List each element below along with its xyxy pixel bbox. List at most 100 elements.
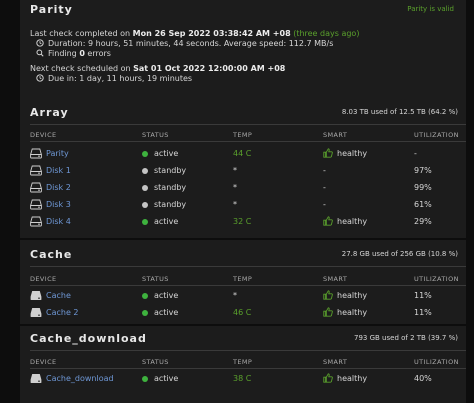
parity-title: Parity [30, 3, 73, 16]
cache-download-usage: 793 GB used of 2 TB (39.7 %) [354, 334, 458, 342]
col-status: STATUS [142, 275, 169, 283]
col-smart: SMART [323, 131, 348, 139]
table-row: Cache_download active 38 C healthy 40% [30, 370, 466, 387]
status-cell: active [142, 287, 178, 304]
status-cell: standby [142, 162, 186, 179]
thumbs-up-icon [323, 290, 333, 300]
smart-text: healthy [337, 291, 368, 300]
divider [30, 285, 466, 286]
last-check-ago: (three days ago) [293, 29, 360, 38]
device-link[interactable]: Cache [46, 291, 71, 300]
temp-cell: * [233, 183, 237, 192]
parity-status-text: Parity is valid [407, 5, 454, 13]
status-text: active [154, 217, 179, 226]
disk-icon [30, 148, 42, 159]
due-in-text: Due in: 1 day, 11 hours, 19 minutes [48, 74, 193, 83]
status-cell: standby [142, 179, 186, 196]
cache-panel: Cache 27.8 GB used of 256 GB (10.8 %) DE… [20, 240, 466, 324]
device-link[interactable]: Disk 2 [46, 183, 71, 192]
status-cell: active [142, 370, 178, 387]
last-check-date: Mon 26 Sep 2022 03:38:42 AM +08 [132, 29, 291, 38]
smart-text: healthy [337, 217, 368, 226]
device-link[interactable]: Cache 2 [46, 308, 79, 317]
smart-cell[interactable]: - [323, 196, 326, 213]
disk-icon [30, 182, 42, 193]
smart-cell[interactable]: - [323, 162, 326, 179]
status-dot-icon [142, 167, 148, 174]
col-status: STATUS [142, 358, 169, 366]
smart-text: healthy [337, 308, 368, 317]
table-row: Cache 2 active 46 C healthy 11% [30, 304, 466, 321]
cache-disk-icon [30, 307, 42, 318]
table-row: Disk 4 active 32 C healthy 29% [30, 213, 466, 230]
disk-icon [30, 199, 42, 210]
finding-line: Finding 0 errors [36, 49, 111, 58]
utilization-cell: 29% [414, 217, 432, 226]
status-text: active [154, 374, 179, 383]
disk-icon [30, 216, 42, 227]
utilization-cell: 97% [414, 166, 432, 175]
table-row: Cache active * healthy 11% [30, 287, 466, 304]
last-check-line: Last check completed on Mon 26 Sep 2022 … [30, 29, 360, 38]
status-text: standby [154, 183, 187, 192]
status-cell: active [142, 304, 178, 321]
col-smart: SMART [323, 275, 348, 283]
utilization-cell: 99% [414, 183, 432, 192]
status-cell: active [142, 213, 178, 230]
disk-icon [30, 165, 42, 176]
table-row: Parity active 44 C healthy - [30, 145, 466, 162]
utilization-cell: 11% [414, 291, 432, 300]
smart-cell[interactable]: healthy [323, 145, 367, 162]
col-utilization: UTILIZATION [414, 358, 459, 366]
status-dot-icon [142, 150, 148, 157]
status-cell: standby [142, 196, 186, 213]
table-row: Disk 3 standby * - 61% [30, 196, 466, 213]
device-link[interactable]: Cache_download [46, 374, 114, 383]
status-text: standby [154, 200, 187, 209]
smart-cell[interactable]: healthy [323, 287, 367, 304]
next-check-date: Sat 01 Oct 2022 12:00:00 AM +08 [133, 64, 286, 73]
device-link[interactable]: Parity [46, 149, 69, 158]
array-panel: Array 8.03 TB used of 12.5 TB (64.2 %) D… [20, 98, 466, 238]
divider [30, 141, 466, 142]
temp-cell: * [233, 291, 237, 300]
table-row: Disk 1 standby * - 97% [30, 162, 466, 179]
device-link[interactable]: Disk 1 [46, 166, 71, 175]
smart-cell[interactable]: - [323, 179, 326, 196]
smart-text: healthy [337, 374, 368, 383]
status-text: active [154, 291, 179, 300]
col-device: DEVICE [30, 131, 57, 139]
smart-text: - [323, 166, 326, 175]
smart-cell[interactable]: healthy [323, 304, 367, 321]
status-dot-icon [142, 201, 148, 208]
cache-usage: 27.8 GB used of 256 GB (10.8 %) [341, 250, 458, 258]
cache-download-panel: Cache_download 793 GB used of 2 TB (39.7… [20, 326, 466, 403]
temp-cell: * [233, 200, 237, 209]
array-title: Array [30, 106, 69, 119]
next-check-line: Next check scheduled on Sat 01 Oct 2022 … [30, 64, 286, 73]
device-link[interactable]: Disk 4 [46, 217, 71, 226]
smart-text: - [323, 200, 326, 209]
clock-icon [36, 39, 44, 47]
temp-cell: 44 C [233, 149, 252, 158]
thumbs-up-icon [323, 216, 333, 226]
col-smart: SMART [323, 358, 348, 366]
duration-text: Duration: 9 hours, 51 minutes, 44 second… [48, 39, 334, 48]
smart-cell[interactable]: healthy [323, 213, 367, 230]
cache-disk-icon [30, 290, 42, 301]
device-link[interactable]: Disk 3 [46, 200, 71, 209]
status-text: standby [154, 166, 187, 175]
status-dot-icon [142, 375, 148, 382]
divider [30, 266, 466, 267]
temp-cell: * [233, 166, 237, 175]
temp-cell: 32 C [233, 217, 252, 226]
col-utilization: UTILIZATION [414, 131, 459, 139]
utilization-cell: - [414, 149, 417, 158]
smart-text: healthy [337, 149, 368, 158]
parity-panel: Parity Parity is valid Last check comple… [20, 0, 466, 98]
status-dot-icon [142, 292, 148, 299]
due-in-line: Due in: 1 day, 11 hours, 19 minutes [36, 74, 192, 83]
smart-cell[interactable]: healthy [323, 370, 367, 387]
array-usage: 8.03 TB used of 12.5 TB (64.2 %) [341, 108, 458, 116]
table-row: Disk 2 standby * - 99% [30, 179, 466, 196]
